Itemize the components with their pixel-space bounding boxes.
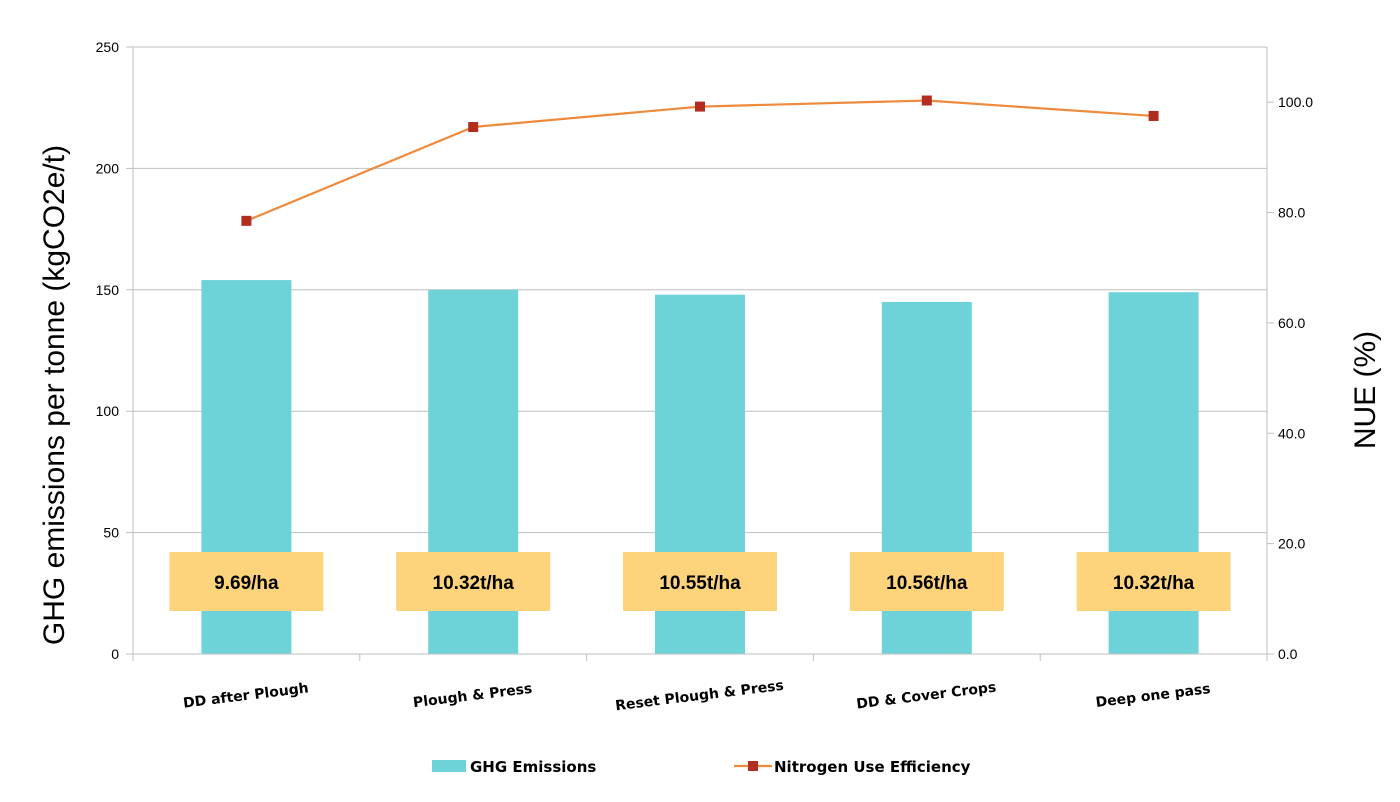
x-tick-label: Reset Plough & Press <box>614 678 784 715</box>
y-tick-label: 150 <box>96 282 120 298</box>
nue-marker <box>921 95 932 106</box>
annotation-box <box>169 552 324 611</box>
x-tick-label: DD & Cover Crops <box>856 680 998 713</box>
line-series <box>241 95 1159 226</box>
nue-marker <box>468 122 479 133</box>
y-tick-label: 250 <box>96 39 120 55</box>
annotation-label: 10.32t/ha <box>1113 573 1195 594</box>
annotation-label: 9.69/ha <box>214 573 279 594</box>
annotation-label: 10.56t/ha <box>886 573 968 594</box>
annotation-box <box>849 552 1004 611</box>
nue-marker <box>241 215 252 226</box>
legend-swatch-bar <box>432 760 466 772</box>
y-tick-label: 100 <box>96 403 120 419</box>
y-axis-title: GHG emissions per tonne (kgCO2e/t) <box>38 145 71 645</box>
y2-tick-label: 60.0 <box>1278 315 1305 331</box>
y-tick-label: 50 <box>103 525 119 541</box>
nue-marker <box>695 101 705 112</box>
annotation-label: 10.55t/ha <box>659 573 741 594</box>
nue-line <box>245 99 1154 222</box>
legend-swatch-marker <box>748 761 758 771</box>
legend-label: GHG Emissions <box>470 758 596 776</box>
y-tick-label: 0 <box>111 646 119 662</box>
x-tick-label: DD after Plough <box>182 680 309 711</box>
legend-label: Nitrogen Use Efficiency <box>774 758 971 776</box>
y2-tick-label: 0.0 <box>1278 646 1298 662</box>
y-tick-label: 200 <box>96 160 120 176</box>
x-tick-label: Deep one pass <box>1095 681 1212 711</box>
annotation-label: 10.32t/ha <box>433 573 515 594</box>
y2-axis-title: NUE (%) <box>1349 331 1382 449</box>
yield-annotations: 9.69/ha 10.32t/ha 10.55t/ha 10.56t/ha 10.32t… <box>169 552 1231 611</box>
legend: GHG Emissions Nitrogen Use Efficiency <box>432 758 971 776</box>
annotation-box <box>1076 552 1231 611</box>
y2-tick-label: 40.0 <box>1278 425 1305 441</box>
y2-tick-label: 100.0 <box>1278 94 1313 110</box>
nue-marker <box>1148 110 1159 121</box>
y2-tick-label: 80.0 <box>1278 205 1305 221</box>
annotation-box <box>396 552 551 611</box>
y2-tick-label: 20.0 <box>1278 536 1305 552</box>
x-tick-label: Plough & Press <box>412 681 533 711</box>
annotation-box <box>623 552 777 611</box>
